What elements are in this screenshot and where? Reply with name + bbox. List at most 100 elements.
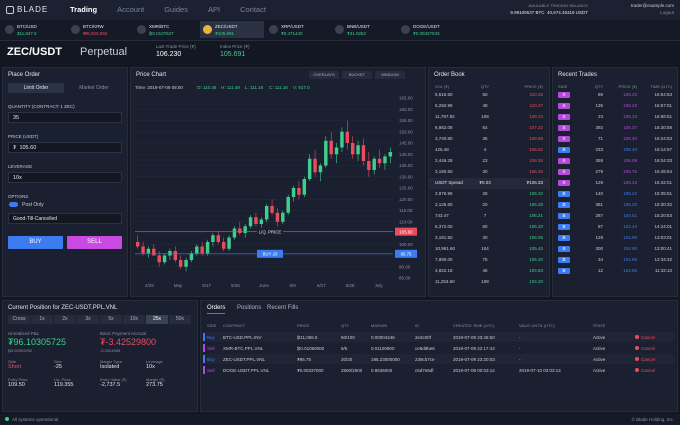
price: 105.40 (623, 147, 637, 152)
y-tick-label: 85.00 (399, 276, 411, 281)
tab-limit[interactable]: Limit Order (8, 83, 64, 93)
coin-icon (335, 25, 344, 34)
price: 105.75 (623, 169, 637, 174)
order-book-row[interactable]: 426.48 4 106.62 (429, 145, 549, 156)
column-header: VOL (₮) QTY PRICE (₮) (429, 82, 549, 90)
ticker-item[interactable]: XRP/USDT ₮0.471440 (266, 21, 330, 38)
order-contract: BTC-USD.PPL.INV (223, 334, 262, 340)
price-input[interactable]: ₮ 105.60 (8, 142, 122, 153)
stat-label: Entry Price (8, 377, 28, 382)
chart-control[interactable]: BUCKET (342, 71, 372, 79)
y-tick-label: 135.00 (399, 163, 413, 168)
leverage-input[interactable]: 10x (8, 172, 122, 183)
cancel[interactable]: Cancel (641, 367, 656, 373)
order-book-row[interactable]: 6,372.00 60 106.20 (429, 222, 549, 233)
post-only-toggle[interactable] (9, 202, 18, 207)
orders-panel: Orders Positions Recent Fills SIDE CONTRACT P… (200, 300, 678, 412)
cancel[interactable]: Cancel (641, 334, 656, 340)
time-in-force[interactable]: Good-Till-Cancelled (8, 213, 122, 224)
ticker-item[interactable]: XMR/BTC ₿0.0107627 (134, 21, 198, 38)
order-book-row[interactable]: 3,190.50 30 106.35 (429, 167, 549, 178)
cell: 11,797.92 (435, 114, 455, 119)
order-book-row[interactable]: 11,253.60 108 104.20 (429, 277, 549, 288)
order-book-row[interactable]: 5,516.50 50 110.33 (429, 90, 549, 101)
order-book-row[interactable]: 7,890.00 75 105.20 (429, 255, 549, 266)
nav-link[interactable]: API (207, 5, 221, 14)
candle-body (200, 246, 204, 254)
column-header: SIDE QTY PRICE (₮) TIME (UTC) (553, 82, 677, 90)
order-book-row[interactable]: 10,961.60 104 105.40 (429, 244, 549, 255)
orders-tab[interactable]: Recent Fills (267, 305, 299, 311)
y-tick-label: 160.00 (399, 107, 413, 112)
x-tick-label: June (259, 283, 269, 288)
nav-link[interactable]: Account (117, 5, 145, 14)
time: 16:04:33 (654, 158, 672, 163)
order-book-row[interactable]: 5,292.96 48 110.27 (429, 101, 549, 112)
order-book-row[interactable]: 2,446.28 23 106.36 (429, 156, 549, 167)
cell: 2,976.96 (435, 191, 453, 196)
order-side: Sell (207, 345, 215, 351)
logout[interactable]: Logout (660, 10, 674, 15)
order-book-row[interactable]: 4,822.18 46 104.83 (429, 266, 549, 277)
price-label: PRICE (USDT) (8, 134, 39, 139)
cell: 30 (482, 169, 488, 174)
candle-body (350, 143, 355, 155)
leverage-option[interactable]: 3x (77, 315, 99, 324)
leverage-option[interactable]: 10x (123, 315, 145, 324)
order-book-row[interactable]: 3,740.80 35 106.88 (429, 134, 549, 145)
leverage-option[interactable]: 2x (54, 315, 76, 324)
ticker-item[interactable]: BTC/KRW ₩6,920,855 (68, 21, 132, 38)
ohlc-stat: O: 110.48 (197, 85, 217, 90)
cancel[interactable]: Cancel (641, 345, 656, 351)
email: trader@example.com (630, 3, 674, 8)
nav-link[interactable]: Trading (70, 5, 98, 14)
tab-market[interactable]: Market Order (79, 85, 109, 91)
order-book-row[interactable]: 3,181.50 30 106.05 (429, 233, 549, 244)
trade-row: S 279 105.75 15:49:54 (553, 167, 677, 178)
order-book-row[interactable]: 2,976.96 28 106.32 (429, 189, 549, 200)
stat-label: Margin Type (100, 359, 122, 364)
column-header: QTY (341, 323, 350, 328)
time: 14:24:01 (654, 224, 672, 229)
nav-links: Trading Account Guides API Contact (70, 5, 266, 14)
orders-tab[interactable]: Positions (237, 305, 262, 311)
leverage-option[interactable]: 50x (169, 315, 191, 324)
ticker-item[interactable]: BNB/USDT ₮31.0262 (332, 21, 396, 38)
leverage-option[interactable]: 25x (146, 315, 168, 324)
coin-icon (137, 25, 146, 34)
panel-title: Order Book (434, 72, 465, 78)
buy-button[interactable]: BUY (8, 236, 63, 249)
time: 16:54:53 (654, 92, 672, 97)
nav-link[interactable]: Contact (240, 5, 266, 14)
ticker-item[interactable]: DOGE/USDT ₮0.00337043 (398, 21, 462, 38)
cell: 109.24 (529, 114, 543, 119)
chart-control[interactable]: OVERLAYS (309, 71, 339, 79)
qty: 12 (597, 268, 603, 273)
cell: QTY (480, 84, 490, 89)
leverage-option[interactable]: 5x (100, 315, 122, 324)
order-book-row[interactable]: 6,862.08 64 107.22 (429, 123, 549, 134)
nav-link[interactable]: Guides (164, 5, 188, 14)
time: 16:30:58 (654, 125, 672, 130)
order-book-row[interactable]: 2,125.60 20 106.28 (429, 200, 549, 211)
order-book-row[interactable]: 743.47 7 106.21 (429, 211, 549, 222)
order-valid: 2019-07-10 03:03:14 (519, 367, 561, 373)
cell: 3,740.80 (435, 136, 453, 141)
ticker-item[interactable]: BTC/USD $11,847.5 (2, 21, 66, 38)
stat-value: Isolated (100, 364, 120, 370)
order-book-row[interactable]: 11,797.92 108 109.24 (429, 112, 549, 123)
quantity-input[interactable]: 35 (8, 112, 122, 123)
orders-tab[interactable]: Orders (207, 305, 226, 314)
cancel[interactable]: Cancel (641, 356, 656, 362)
pair: ZEC/USDT (7, 46, 62, 58)
chart-control[interactable]: WINDOW (375, 71, 405, 79)
candle-body (313, 158, 317, 173)
last-price: 106.230 (156, 51, 182, 58)
leverage-option[interactable]: 1x (31, 315, 53, 324)
candle-body (345, 131, 350, 143)
sell-button[interactable]: SELL (67, 236, 122, 249)
order-margin: 195.23000000 (371, 356, 400, 362)
leverage-option[interactable]: Cross (8, 315, 30, 324)
ticker-item[interactable]: ZEC/USDT ₮105.691 (200, 21, 264, 38)
candle-body (205, 242, 210, 254)
